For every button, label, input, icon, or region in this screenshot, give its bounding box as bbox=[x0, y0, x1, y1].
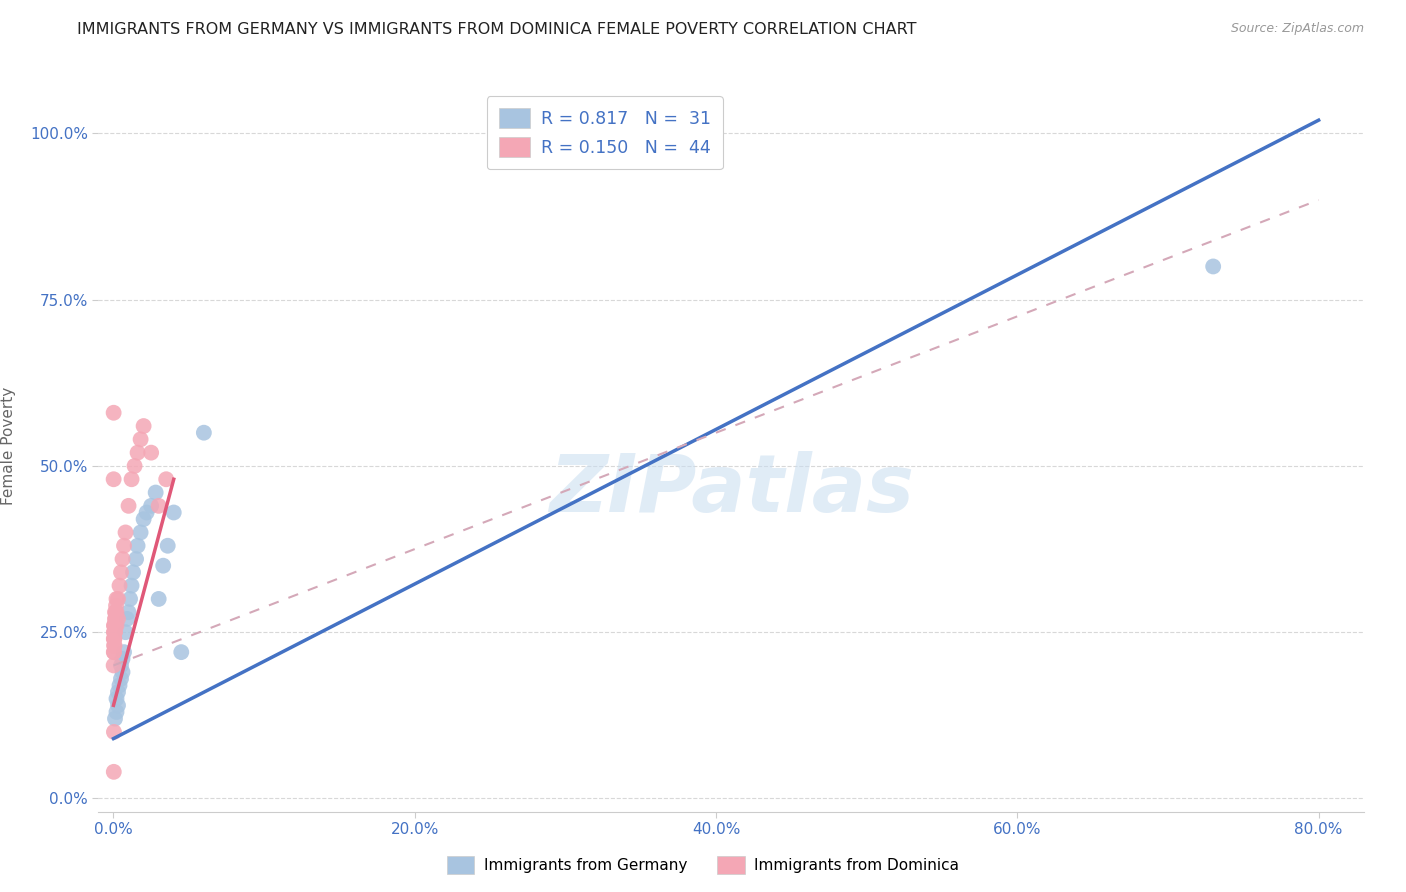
Point bbox=[104, 618, 127, 632]
Point bbox=[1202, 260, 1225, 274]
Point bbox=[135, 506, 157, 520]
Point bbox=[103, 472, 125, 486]
Point bbox=[105, 599, 128, 613]
Point bbox=[193, 425, 215, 440]
Point bbox=[114, 625, 136, 640]
Point bbox=[127, 539, 149, 553]
Point bbox=[103, 632, 125, 646]
Point bbox=[103, 658, 125, 673]
Point bbox=[108, 579, 131, 593]
Point bbox=[121, 579, 143, 593]
Point bbox=[129, 525, 152, 540]
Point bbox=[104, 712, 127, 726]
Point bbox=[163, 506, 186, 520]
Point bbox=[103, 632, 125, 646]
Point bbox=[141, 499, 163, 513]
Point bbox=[104, 618, 127, 632]
Point bbox=[104, 605, 127, 619]
Point bbox=[112, 645, 135, 659]
Point bbox=[103, 625, 125, 640]
Point bbox=[105, 618, 128, 632]
Point bbox=[108, 678, 131, 692]
Point bbox=[103, 645, 125, 659]
Point bbox=[145, 485, 167, 500]
Point bbox=[103, 406, 125, 420]
Point bbox=[148, 499, 170, 513]
Point bbox=[110, 658, 132, 673]
Point bbox=[124, 458, 146, 473]
Point bbox=[129, 433, 152, 447]
Point bbox=[104, 612, 127, 626]
Point bbox=[120, 591, 141, 606]
Point bbox=[103, 625, 125, 640]
Point bbox=[122, 566, 145, 580]
Text: ZIPatlas: ZIPatlas bbox=[548, 450, 914, 529]
Point bbox=[103, 618, 125, 632]
Point bbox=[107, 698, 129, 713]
Point bbox=[125, 552, 148, 566]
Point bbox=[104, 625, 127, 640]
Point bbox=[155, 472, 177, 486]
Point bbox=[103, 639, 125, 653]
Point bbox=[132, 419, 155, 434]
Point bbox=[103, 632, 125, 646]
Point bbox=[105, 691, 128, 706]
Point bbox=[105, 705, 128, 719]
Point bbox=[111, 652, 134, 666]
Point bbox=[170, 645, 193, 659]
Legend: Immigrants from Germany, Immigrants from Dominica: Immigrants from Germany, Immigrants from… bbox=[440, 850, 966, 880]
Legend: R = 0.817   N =  31, R = 0.150   N =  44: R = 0.817 N = 31, R = 0.150 N = 44 bbox=[486, 96, 723, 169]
Point bbox=[141, 445, 163, 459]
Y-axis label: Female Poverty: Female Poverty bbox=[1, 387, 15, 505]
Point bbox=[105, 591, 128, 606]
Point bbox=[107, 685, 129, 699]
Point bbox=[127, 445, 149, 459]
Point bbox=[103, 764, 125, 779]
Point bbox=[105, 605, 128, 619]
Point bbox=[152, 558, 174, 573]
Point bbox=[111, 552, 134, 566]
Point bbox=[103, 618, 125, 632]
Point bbox=[112, 539, 135, 553]
Point bbox=[115, 612, 138, 626]
Point bbox=[104, 605, 127, 619]
Point bbox=[103, 639, 125, 653]
Point bbox=[117, 499, 139, 513]
Point bbox=[107, 612, 129, 626]
Point bbox=[111, 665, 134, 679]
Point bbox=[107, 591, 129, 606]
Point bbox=[103, 725, 125, 739]
Point bbox=[104, 625, 127, 640]
Point bbox=[114, 525, 136, 540]
Point bbox=[103, 645, 125, 659]
Point bbox=[110, 672, 132, 686]
Text: IMMIGRANTS FROM GERMANY VS IMMIGRANTS FROM DOMINICA FEMALE POVERTY CORRELATION C: IMMIGRANTS FROM GERMANY VS IMMIGRANTS FR… bbox=[77, 22, 917, 37]
Point bbox=[132, 512, 155, 526]
Point bbox=[117, 605, 139, 619]
Point bbox=[121, 472, 143, 486]
Point bbox=[110, 566, 132, 580]
Point bbox=[156, 539, 179, 553]
Point bbox=[148, 591, 170, 606]
Text: Source: ZipAtlas.com: Source: ZipAtlas.com bbox=[1230, 22, 1364, 36]
Point bbox=[104, 612, 127, 626]
